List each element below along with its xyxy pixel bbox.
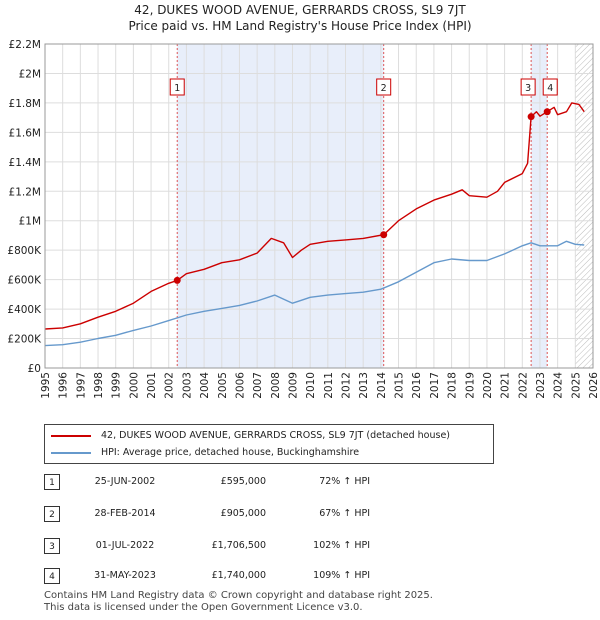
y-tick-label: £0: [28, 363, 41, 375]
x-tick-label: 2023: [535, 372, 547, 399]
x-tick-label: 2026: [588, 372, 600, 399]
x-tick-label: 2004: [199, 372, 211, 399]
x-tick-label: 2012: [341, 372, 353, 399]
x-tick-label: 2017: [429, 372, 441, 399]
x-tick-label: 2000: [128, 372, 140, 399]
sale-label-box-1: [169, 78, 185, 96]
chart-title: 42, DUKES WOOD AVENUE, GERRARDS CROSS, S…: [134, 3, 466, 17]
sale-price: £595,000: [220, 476, 266, 487]
sale-date: 31-MAY-2023: [94, 570, 156, 581]
x-tick-label: 1995: [40, 372, 52, 399]
sale-price: £1,706,500: [211, 540, 266, 551]
sale-date: 28-FEB-2014: [94, 508, 156, 519]
legend-swatch-hpi: [51, 452, 91, 454]
table-row: 4 31-MAY-2023 £1,740,000 109% ↑ HPI: [0, 568, 600, 588]
legend: 42, DUKES WOOD AVENUE, GERRARDS CROSS, S…: [44, 424, 494, 464]
sale-number: 2: [44, 506, 60, 522]
sale-price: £905,000: [220, 508, 266, 519]
sale-point-2: [380, 231, 388, 239]
y-tick-label: £200K: [7, 334, 42, 346]
legend-label-property: 42, DUKES WOOD AVENUE, GERRARDS CROSS, S…: [101, 430, 450, 441]
sale-hpi-change: 67% ↑ HPI: [319, 508, 370, 519]
sale-date: 01-JUL-2022: [95, 540, 155, 551]
footer-attribution: Contains HM Land Registry data © Crown c…: [44, 590, 433, 614]
plot-frame: [44, 43, 594, 369]
future-hatch-area: [575, 44, 593, 368]
x-tick-label: 2007: [252, 372, 264, 399]
x-tick-label: 2003: [181, 372, 193, 399]
y-tick-label: £800K: [7, 245, 42, 257]
footer-line-1: Contains HM Land Registry data © Crown c…: [44, 590, 433, 601]
x-tick-label: 2011: [323, 372, 335, 399]
y-tick-label: £2.2M: [9, 39, 41, 51]
sale-number: 3: [44, 538, 60, 554]
sale-hpi-change: 109% ↑ HPI: [313, 570, 370, 581]
x-tick-label: 2020: [482, 372, 494, 399]
x-tick-label: 2014: [376, 372, 388, 399]
x-tick-label: 2022: [517, 372, 529, 399]
price-chart: 1 2 3 4 £0 £200K £400K £600K £800K £1M £1.2M £1.4M…: [7, 39, 600, 399]
y-tick-label: £2M: [19, 68, 41, 80]
x-tick-label: 2018: [447, 372, 459, 399]
series-line-hpi: [44, 240, 585, 347]
x-tick-label: 2016: [411, 372, 423, 399]
sale-price: £1,740,000: [211, 570, 266, 581]
x-tick-label: 2009: [287, 372, 299, 399]
sale-date: 25-JUN-2002: [94, 476, 156, 487]
x-tick-label: 2006: [234, 372, 246, 399]
sale-label-2: 2: [381, 83, 387, 94]
sale-point-1: [173, 276, 181, 284]
x-tick-label: 2002: [164, 372, 176, 399]
x-tick-label: 2019: [464, 372, 476, 399]
sale-point-4: [543, 108, 551, 116]
y-tick-label: £1.8M: [9, 98, 41, 110]
sale-label-3: 3: [525, 83, 531, 94]
sale-label-1: 1: [174, 83, 180, 94]
x-tick-label: 2010: [305, 372, 317, 399]
table-row: 2 28-FEB-2014 £905,000 67% ↑ HPI: [0, 506, 600, 526]
sale-hpi-change: 102% ↑ HPI: [313, 540, 370, 551]
sale-number: 4: [44, 568, 60, 584]
x-tick-label: 2021: [500, 372, 512, 399]
sale-point-3: [527, 113, 535, 121]
x-tick-label: 1999: [111, 372, 123, 399]
sale-label-box-4: [542, 78, 558, 96]
sale-period-band: [531, 44, 548, 368]
series-line-property: [44, 102, 585, 330]
legend-label-hpi: HPI: Average price, detached house, Buck…: [101, 447, 360, 458]
y-tick-label: £400K: [7, 304, 42, 316]
x-tick-label: 2001: [146, 372, 158, 399]
x-tick-label: 2013: [358, 372, 370, 399]
y-tick-label: £1.4M: [9, 157, 41, 169]
x-tick-label: 1996: [58, 372, 70, 399]
y-tick-label: £1.2M: [9, 186, 41, 198]
x-tick-label: 2024: [553, 372, 565, 399]
x-tick-label: 2015: [394, 372, 406, 399]
sale-period-band: [177, 44, 384, 368]
sale-label-4: 4: [547, 83, 553, 94]
x-tick-label: 1998: [93, 372, 105, 399]
chart-subtitle: Price paid vs. HM Land Registry's House …: [128, 19, 472, 33]
legend-swatch-property: [51, 435, 91, 437]
table-row: 1 25-JUN-2002 £595,000 72% ↑ HPI: [0, 474, 600, 494]
table-row: 3 01-JUL-2022 £1,706,500 102% ↑ HPI: [0, 538, 600, 558]
sale-label-box-3: [520, 78, 536, 96]
sale-label-box-2: [376, 78, 392, 96]
x-tick-label: 2008: [270, 372, 282, 399]
sale-number: 1: [44, 474, 60, 490]
x-tick-label: 2005: [217, 372, 229, 399]
footer-line-2: This data is licensed under the Open Gov…: [44, 602, 363, 613]
y-tick-label: £600K: [7, 275, 42, 287]
y-tick-label: £1.6M: [9, 127, 41, 139]
sale-hpi-change: 72% ↑ HPI: [319, 476, 370, 487]
x-tick-label: 2025: [570, 372, 582, 399]
y-tick-label: £1M: [19, 216, 41, 228]
x-tick-label: 1997: [75, 372, 87, 399]
